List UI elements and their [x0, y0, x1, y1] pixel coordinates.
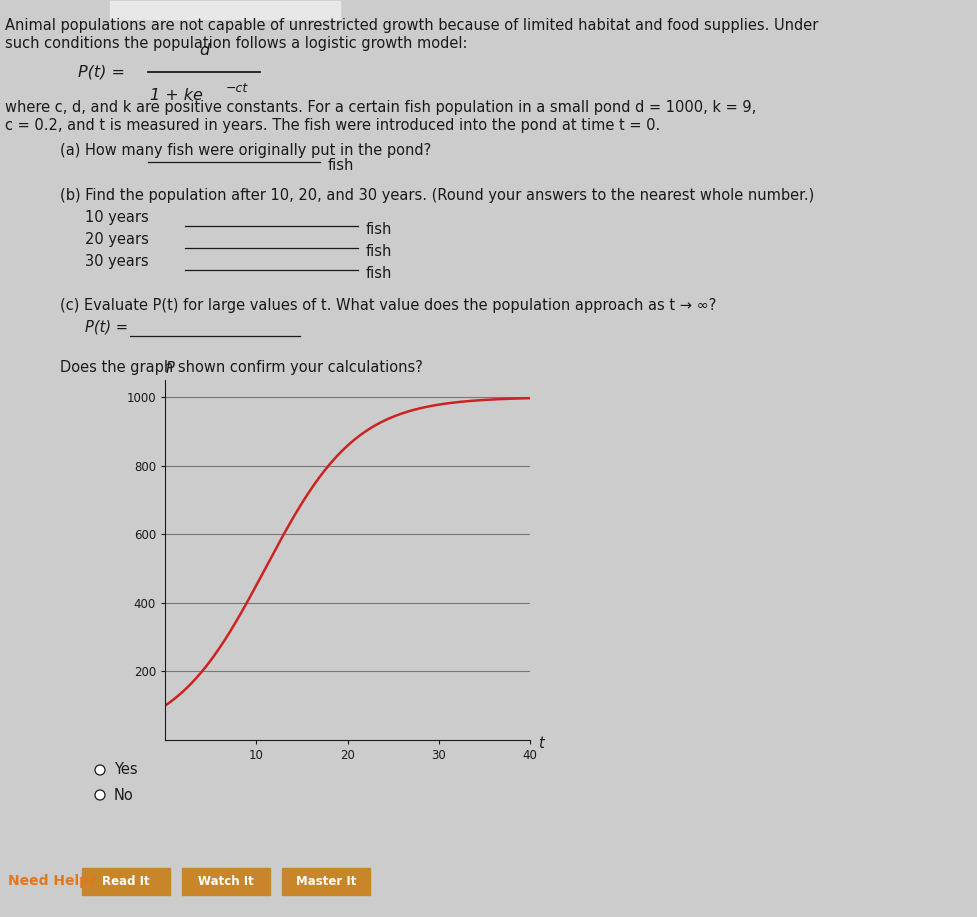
Text: Need Help?: Need Help? [8, 875, 97, 889]
Circle shape [95, 765, 105, 775]
Circle shape [95, 790, 105, 800]
Text: Master It: Master It [296, 875, 357, 888]
Text: Read It: Read It [103, 875, 149, 888]
Text: (b) Find the population after 10, 20, and 30 years. (Round your answers to the n: (b) Find the population after 10, 20, an… [60, 188, 814, 203]
Text: 1 + ke: 1 + ke [150, 88, 203, 103]
Text: such conditions the population follows a logistic growth model:: such conditions the population follows a… [5, 36, 468, 51]
Text: d: d [199, 43, 209, 58]
Text: 30 years: 30 years [85, 254, 149, 269]
Text: (a) How many fish were originally put in the pond?: (a) How many fish were originally put in… [60, 143, 431, 158]
Text: Yes: Yes [114, 763, 138, 778]
Text: Watch It: Watch It [198, 875, 254, 888]
Bar [282, 868, 370, 895]
Text: P(t) =: P(t) = [78, 64, 125, 80]
Bar [82, 868, 170, 895]
Text: fish: fish [328, 158, 355, 173]
Text: t: t [538, 735, 544, 750]
Bar [182, 868, 270, 895]
Text: where c, d, and k are positive constants. For a certain fish population in a sma: where c, d, and k are positive constants… [5, 100, 756, 115]
Text: c = 0.2, and t is measured in years. The fish were introduced into the pond at t: c = 0.2, and t is measured in years. The… [5, 118, 660, 133]
Text: P(t) =: P(t) = [85, 320, 128, 335]
Text: fish: fish [366, 222, 393, 237]
Bar [110, 1, 340, 19]
Text: fish: fish [366, 244, 393, 259]
Text: No: No [114, 788, 134, 802]
Text: Does the graph shown confirm your calculations?: Does the graph shown confirm your calcul… [60, 360, 423, 375]
Text: (c) Evaluate P(t) for large values of t. What value does the population approach: (c) Evaluate P(t) for large values of t.… [60, 298, 716, 313]
Text: 20 years: 20 years [85, 232, 149, 247]
Text: −ct: −ct [226, 82, 248, 95]
Text: Animal populations are not capable of unrestricted growth because of limited hab: Animal populations are not capable of un… [5, 18, 819, 33]
Text: P: P [165, 361, 175, 376]
Text: 10 years: 10 years [85, 210, 149, 225]
Text: fish: fish [366, 266, 393, 281]
